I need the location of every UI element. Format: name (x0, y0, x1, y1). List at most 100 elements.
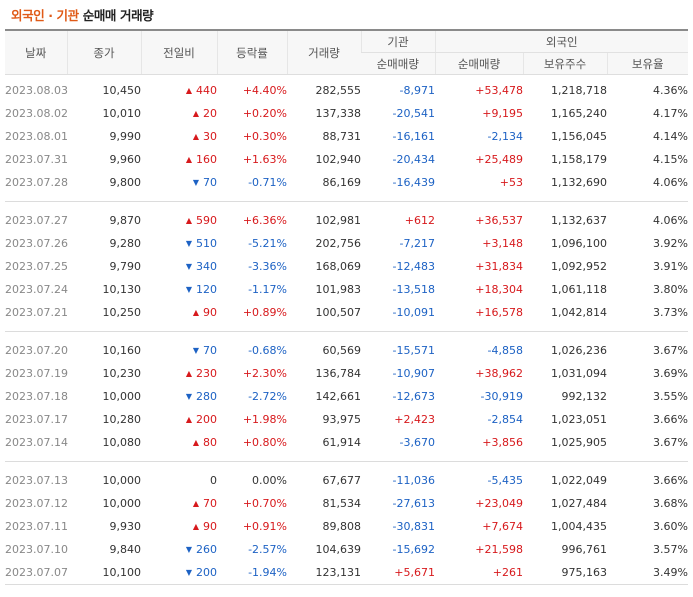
cell-volume: 282,555 (315, 84, 362, 97)
change-value: 590 (196, 214, 217, 227)
change-value: 90 (203, 306, 217, 319)
investor-trading-table: 날짜 종가 전일비 등락률 거래량 기관 외국인 순매매량 순매매량 보유주수 … (5, 29, 688, 585)
cell-date: 2023.08.03 (5, 84, 68, 97)
change-value: 280 (196, 390, 217, 403)
cell-foreign-net: +3,148 (482, 237, 523, 250)
cell-holdings: 1,165,240 (551, 107, 607, 120)
cell-change: ▲ 440 (141, 79, 217, 102)
cell-rate: 0.00% (252, 474, 287, 487)
cell-ratio: 4.14% (653, 130, 688, 143)
cell-holdings: 1,026,236 (551, 344, 607, 357)
cell-rate: +0.70% (242, 497, 287, 510)
cell-holdings: 1,096,100 (551, 237, 607, 250)
cell-foreign-net: +53 (499, 176, 523, 189)
cell-rate: -3.36% (248, 260, 287, 273)
cell-inst-net: -8,971 (399, 84, 435, 97)
cell-date: 2023.07.25 (5, 260, 68, 273)
triangle-up-icon: ▲ (192, 522, 199, 531)
cell-inst-net: -7,217 (399, 237, 435, 250)
change-value: 120 (196, 283, 217, 296)
cell-change: ▲ 590 (141, 209, 217, 232)
cell-change: ▼ 200 (141, 561, 217, 585)
change-value: 340 (196, 260, 217, 273)
cell-rate: -1.94% (217, 561, 287, 585)
cell-change: ▼ 120 (141, 278, 217, 301)
cell-rate: -5.21% (248, 237, 287, 250)
triangle-down-icon: ▼ (192, 178, 199, 187)
cell-inst-net: -20,541 (392, 107, 435, 120)
cell-inst-net: -20,434 (392, 153, 435, 166)
cell-ratio: 3.57% (653, 543, 688, 556)
cell-close: 10,230 (102, 367, 142, 380)
cell-date: 2023.07.12 (5, 497, 68, 510)
table-row: 2023.07.10 9,840 ▼ 260 -2.57% 104,639 -15,692 +… (5, 538, 688, 561)
triangle-up-icon: ▲ (185, 369, 192, 378)
section-title-main: 순매매 거래량 (82, 8, 154, 23)
header-institution-group: 기관 (360, 29, 435, 53)
cell-close: 10,000 (102, 390, 142, 403)
cell-inst-net: -30,831 (392, 520, 435, 533)
cell-date: 2023.07.14 (5, 436, 68, 449)
cell-close: 10,160 (102, 344, 142, 357)
table-row: 2023.07.14 10,080 ▲ 80 +0.80% 61,914 -3,670 +3,… (5, 431, 688, 454)
table-row: 2023.07.26 9,280 ▼ 510 -5.21% 202,756 -7,217 +3… (5, 232, 688, 255)
cell-holdings: 992,132 (561, 390, 608, 403)
table-row: 2023.07.17 10,280 ▲ 200 +1.98% 93,975 +2,423 -2… (5, 408, 688, 431)
cell-date: 2023.07.26 (5, 237, 68, 250)
triangle-down-icon: ▼ (185, 262, 192, 271)
cell-rate: +4.40% (242, 84, 287, 97)
cell-ratio: 4.06% (653, 214, 688, 227)
triangle-down-icon: ▼ (185, 545, 192, 554)
cell-holdings: 1,092,952 (551, 260, 607, 273)
triangle-up-icon: ▲ (192, 438, 199, 447)
cell-inst-net: -16,161 (392, 130, 435, 143)
cell-change: ▼ 340 (141, 255, 217, 278)
cell-holdings: 1,132,690 (551, 176, 607, 189)
cell-close: 9,790 (109, 260, 142, 273)
cell-volume: 102,940 (315, 153, 362, 166)
cell-change: ▼ 70 (141, 171, 217, 194)
cell-holdings: 1,023,051 (551, 413, 607, 426)
cell-foreign-net: +3,856 (482, 436, 523, 449)
cell-rate: +0.91% (242, 520, 287, 533)
cell-change: ▼ 280 (141, 385, 217, 408)
triangle-down-icon: ▼ (185, 285, 192, 294)
cell-close: 10,000 (102, 474, 142, 487)
cell-volume: 168,069 (315, 260, 362, 273)
cell-inst-net: -15,692 (392, 543, 435, 556)
cell-close: 9,800 (109, 176, 142, 189)
cell-change: ▲ 20 (141, 102, 217, 125)
cell-ratio: 4.06% (653, 176, 688, 189)
cell-volume: 86,169 (322, 176, 362, 189)
cell-inst-net: -10,091 (392, 306, 435, 319)
cell-close: 10,100 (67, 561, 141, 585)
header-ratio: 보유율 (606, 52, 688, 75)
cell-ratio: 3.80% (653, 283, 688, 296)
cell-volume: 123,131 (287, 561, 361, 585)
cell-ratio: 3.69% (653, 367, 688, 380)
cell-rate: +0.89% (242, 306, 287, 319)
cell-holdings: 1,004,435 (551, 520, 607, 533)
cell-volume: 102,981 (315, 214, 362, 227)
cell-ratio: 3.66% (653, 474, 688, 487)
header-rate: 등락률 (216, 29, 287, 75)
cell-date: 2023.07.11 (5, 520, 68, 533)
cell-volume: 202,756 (315, 237, 362, 250)
cell-ratio: 3.68% (653, 497, 688, 510)
cell-foreign-net: -2,134 (487, 130, 523, 143)
cell-foreign-net: -2,854 (487, 413, 523, 426)
change-value: 80 (203, 436, 217, 449)
cell-rate: +1.98% (242, 413, 287, 426)
triangle-up-icon: ▲ (192, 308, 199, 317)
cell-holdings: 1,025,905 (551, 436, 607, 449)
section-title-accent: 외국인 · 기관 (11, 8, 79, 23)
cell-holdings: 1,061,118 (551, 283, 607, 296)
cell-change: ▲ 80 (141, 431, 217, 454)
triangle-up-icon: ▲ (185, 86, 192, 95)
cell-rate: -1.17% (248, 283, 287, 296)
change-value: 70 (203, 176, 217, 189)
cell-close: 10,000 (102, 497, 142, 510)
cell-close: 9,930 (109, 520, 142, 533)
cell-inst-net: -10,907 (392, 367, 435, 380)
cell-foreign-net: +23,049 (475, 497, 523, 510)
